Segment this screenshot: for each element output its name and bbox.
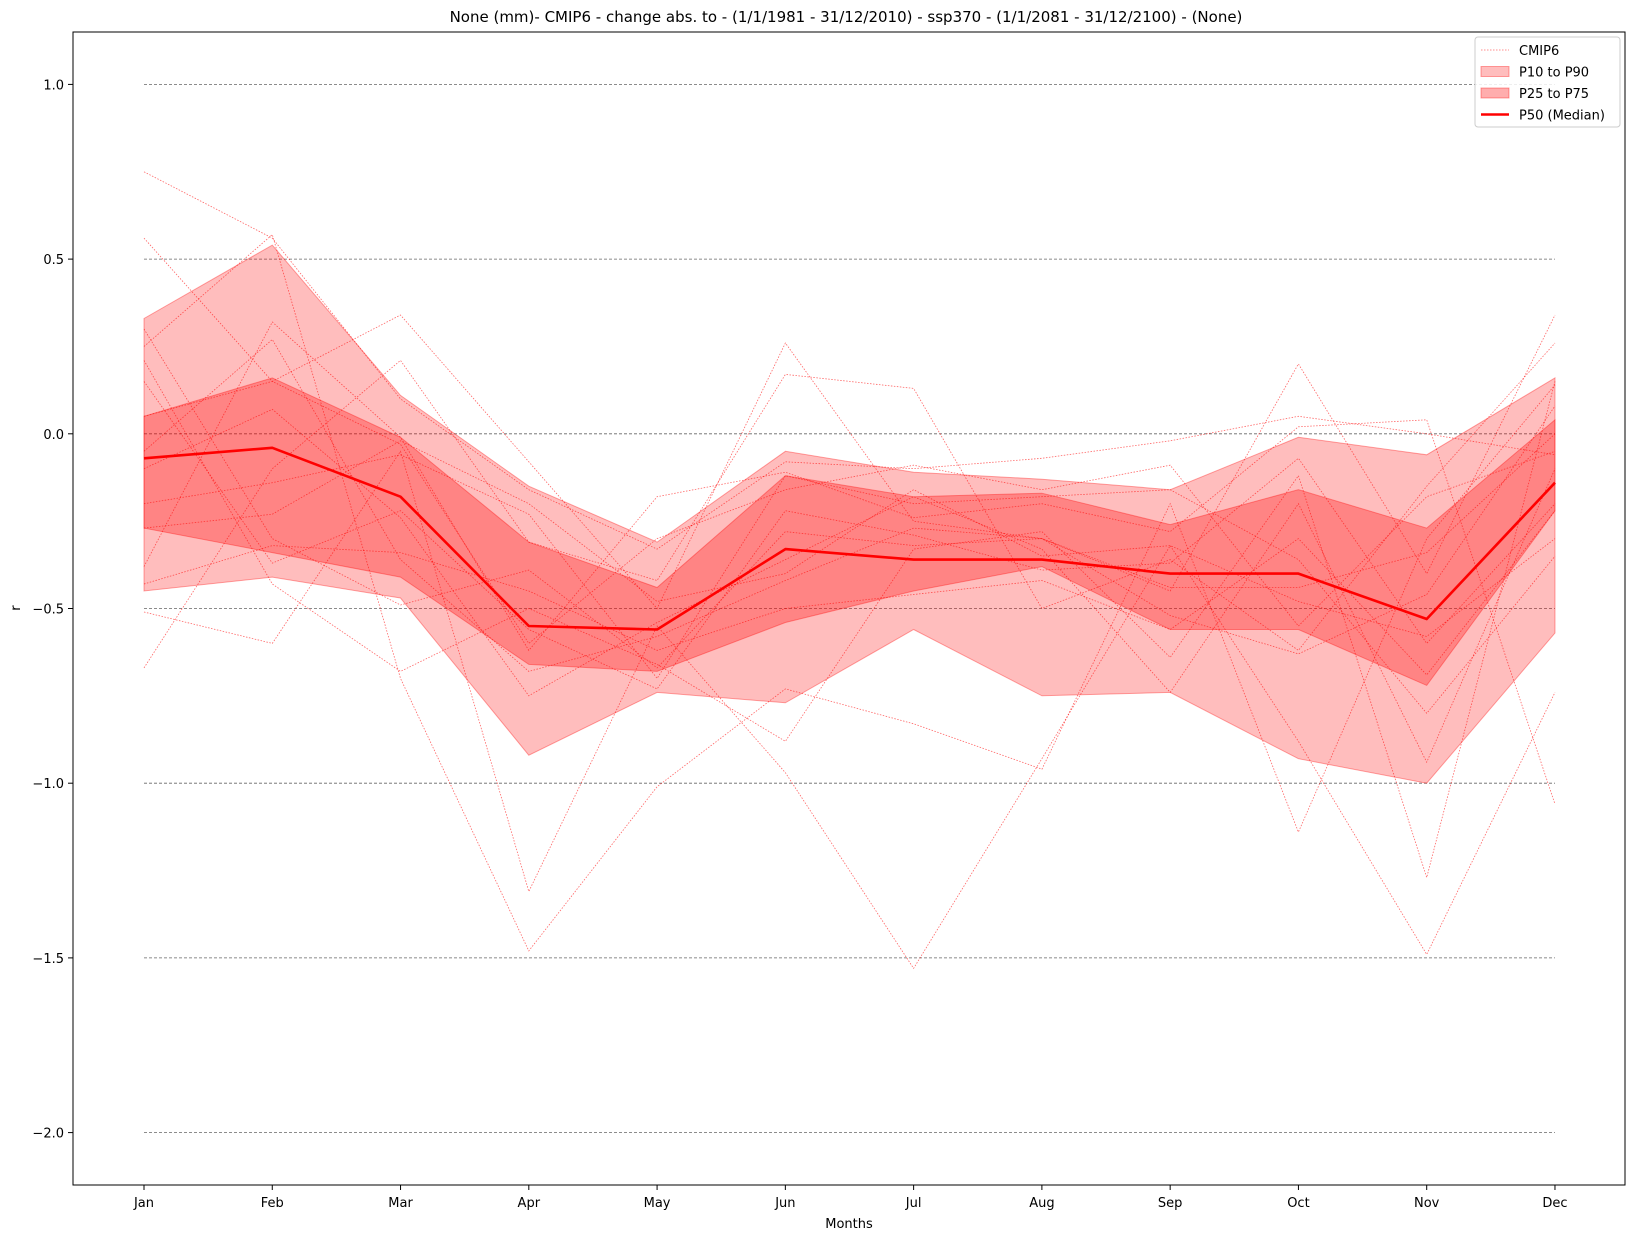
member-line-1 (143, 171, 1556, 550)
x-tick-label: Sep (1158, 1196, 1183, 1211)
legend-label: CMIP6 (1519, 44, 1559, 59)
legend-box (1474, 36, 1621, 128)
x-tick-label: May (644, 1196, 671, 1211)
member-line-8 (143, 454, 1556, 714)
legend: CMIP6 P10 to P90 P25 to P75 P50 (Median) (1474, 36, 1621, 128)
x-tick-label: Jun (774, 1196, 795, 1211)
member-line-2 (143, 237, 1556, 610)
y-tick-label: −1.0 (32, 777, 64, 792)
x-tick-label: Nov (1414, 1196, 1440, 1211)
y-axis-label: r (9, 605, 24, 611)
x-tick-label: Apr (518, 1196, 541, 1211)
x-axis-label: Months (825, 1217, 873, 1232)
x-tick-label: Jan (133, 1196, 154, 1211)
band-p10-p90 (143, 244, 1556, 784)
plot-area (143, 84, 1556, 1133)
member-line-11 (143, 408, 1556, 764)
y-tick-label: 0.5 (43, 253, 64, 268)
x-tick-label: Mar (388, 1196, 413, 1211)
legend-swatch-p25-p75 (1480, 87, 1510, 99)
member-line-9 (143, 380, 1556, 644)
member-line-5 (143, 233, 1556, 952)
median-line (143, 446, 1556, 631)
y-tick-label: −2.0 (32, 1127, 64, 1142)
x-tick-label: Dec (1542, 1196, 1567, 1211)
member-line-10 (143, 510, 1556, 676)
y-tick-label: 1.0 (43, 78, 64, 93)
member-line-6 (143, 321, 1556, 805)
legend-swatch-p10-p90 (1480, 66, 1510, 77)
x-tick-label: Aug (1029, 1196, 1054, 1211)
member-line-4 (143, 450, 1556, 970)
member-line-7 (143, 360, 1556, 879)
legend-label: P50 (Median) (1519, 109, 1605, 124)
chart-title: None (mm)- CMIP6 - change abs. to - (1/1… (450, 8, 1243, 26)
y-tick-label: 0.0 (43, 428, 64, 443)
y-tick-label: −0.5 (32, 603, 64, 618)
x-tick-label: Feb (261, 1196, 284, 1211)
member-line-15 (143, 381, 1556, 690)
member-line-3 (143, 342, 1556, 669)
member-line-13 (143, 440, 1556, 637)
axes: −2.0 −1.5 −1.0 −0.5 0.0 0.5 1.0 Jan Feb Mar Apr May… (32, 78, 1567, 1211)
legend-label: P10 to P90 (1519, 66, 1589, 81)
legend-label: P25 to P75 (1519, 87, 1589, 102)
x-tick-label: Jul (905, 1196, 922, 1211)
y-tick-label: −1.5 (32, 952, 64, 967)
x-tick-label: Oct (1287, 1196, 1309, 1211)
